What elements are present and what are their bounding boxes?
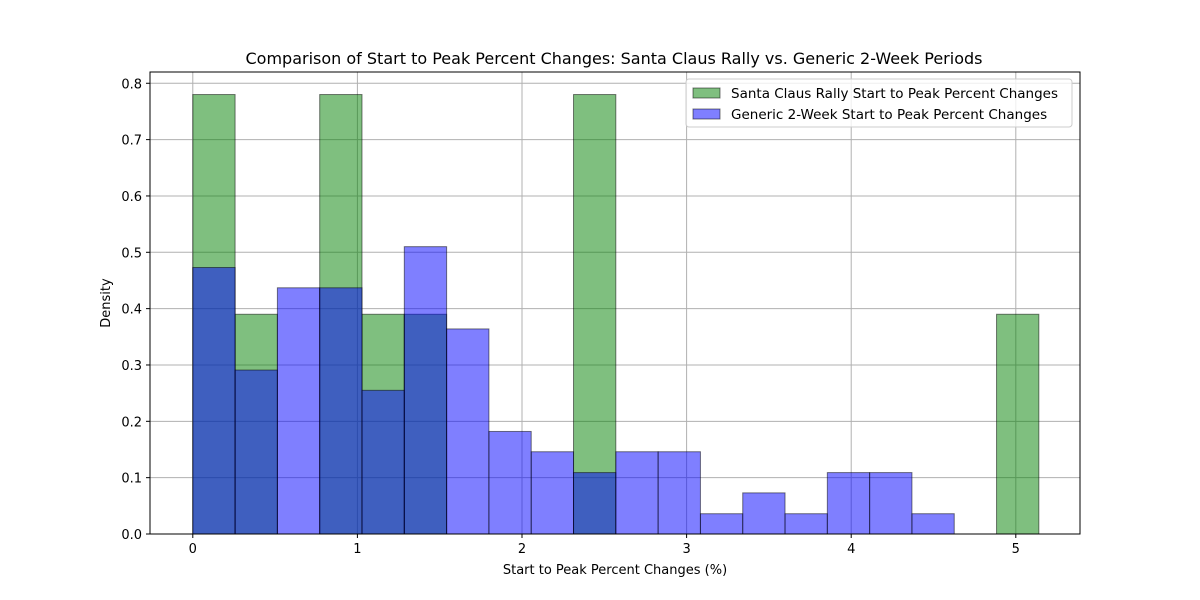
y-axis-label: Density [99,278,114,328]
bar-series-2 [361,389,405,535]
legend-swatch [692,108,721,120]
bar-series-2 [446,328,490,535]
bar-series-2 [403,246,448,535]
bar-series-2 [192,267,236,535]
bar-series-2 [319,287,363,535]
x-tick-label: 4 [847,542,855,557]
bar-series-1 [573,94,617,535]
bar-series-2 [615,451,659,535]
y-tick-label: 0.3 [121,359,142,374]
legend: Santa Claus Rally Start to Peak Percent … [685,78,1073,128]
bar-series-2 [276,287,321,535]
y-tick-label: 0.1 [121,472,142,487]
y-tick-label: 0.4 [121,303,142,318]
bar-series-2 [488,430,532,535]
plot-frame [149,71,1081,535]
legend-label: Generic 2-Week Start to Peak Percent Cha… [731,107,1047,123]
x-axis-ticks: 0 1 2 3 4 5 [189,534,1020,557]
x-tick-label: 2 [518,542,526,557]
y-tick-label: 0.2 [121,415,142,430]
legend-swatch [692,87,721,99]
bar-series-2 [699,513,744,535]
legend-box [685,78,1073,128]
bar-series-2 [742,492,786,535]
bar-series-2 [784,513,828,535]
y-axis-ticks: 0.0 0.1 0.2 0.3 0.4 0.5 0.6 0.7 0.8 [121,77,150,543]
y-tick-label: 0.8 [121,77,142,92]
x-tick-label: 1 [353,542,361,557]
bar-series-2 [530,451,575,535]
y-tick-label: 0.6 [121,190,142,205]
bar-series-2 [657,451,701,535]
bar-series-2 [573,472,617,535]
chart-title: Comparison of Start to Peak Percent Chan… [246,49,983,68]
bar-series-2 [826,472,871,535]
bar-series-2 [869,472,913,535]
y-tick-label: 0.5 [121,246,142,261]
bar-series-2 [911,513,955,535]
histogram-bars [192,94,1040,535]
x-axis-label: Start to Peak Percent Changes (%) [503,563,727,578]
bar-series-1 [996,313,1040,535]
x-tick-label: 3 [682,542,690,557]
y-tick-label: 0.7 [121,134,142,149]
bar-series-2 [234,369,278,535]
x-tick-label: 5 [1012,542,1020,557]
x-tick-label: 0 [189,542,197,557]
y-tick-label: 0.0 [121,528,142,543]
legend-label: Santa Claus Rally Start to Peak Percent … [731,86,1058,102]
